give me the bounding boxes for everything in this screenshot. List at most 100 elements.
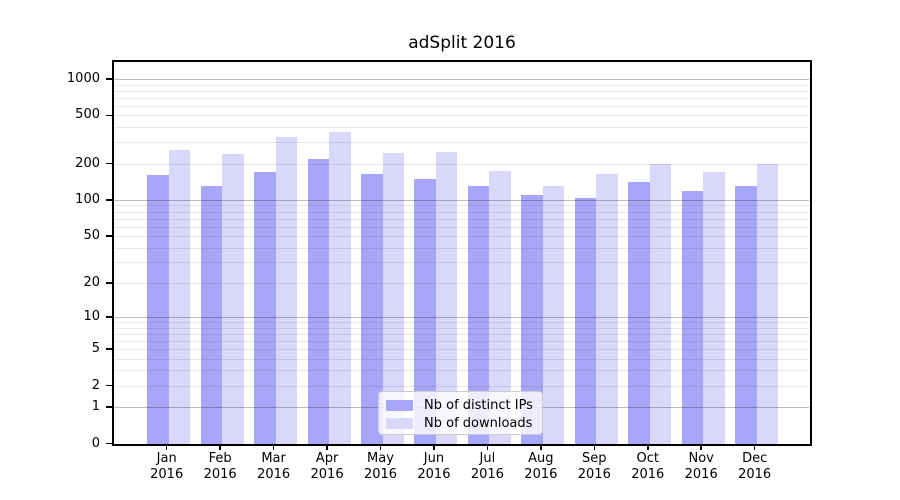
y-tick-mark bbox=[106, 316, 112, 318]
bar-distinct-ips-nov bbox=[681, 191, 704, 444]
minor-gridline bbox=[113, 385, 809, 387]
bar-downloads-jul bbox=[489, 170, 511, 444]
legend-item-distinct-ips: Nb of distinct IPs bbox=[386, 396, 542, 414]
x-tick-label-line: 2016 bbox=[203, 467, 237, 482]
bar-downloads-feb bbox=[222, 154, 244, 444]
minor-gridline bbox=[113, 370, 809, 372]
y-tick-label: 20 bbox=[83, 274, 100, 290]
bar-downloads-aug bbox=[542, 186, 565, 444]
y-tick-mark bbox=[106, 384, 112, 387]
chart-title: adSplit 2016 bbox=[408, 33, 516, 53]
x-tick-label: Aug 2016 bbox=[511, 451, 571, 483]
x-tick-label-line: 2016 bbox=[684, 467, 718, 482]
x-tick-label-line: Sep bbox=[582, 451, 607, 466]
y-tick-label: 10 bbox=[83, 308, 100, 324]
y-tick-mark bbox=[106, 406, 112, 408]
x-tick-mark bbox=[272, 444, 275, 450]
legend-item-downloads: Nb of downloads bbox=[386, 414, 542, 432]
legend-label: Nb of distinct IPs bbox=[424, 397, 533, 413]
y-tick-mark bbox=[106, 282, 112, 284]
bar-downloads-mar bbox=[275, 137, 298, 444]
minor-gridline bbox=[113, 327, 809, 329]
bar-distinct-ips-jul bbox=[467, 186, 490, 444]
x-tick-label: Apr 2016 bbox=[297, 451, 357, 483]
bar-downloads-dec bbox=[756, 163, 779, 444]
x-tick-label-line: 2016 bbox=[417, 467, 451, 482]
minor-gridline bbox=[113, 84, 809, 86]
x-tick-mark bbox=[379, 444, 382, 450]
y-tick-label: 100 bbox=[75, 191, 100, 207]
x-tick-label-line: 2016 bbox=[631, 467, 665, 482]
minor-gridline bbox=[113, 218, 809, 220]
x-tick-label-line: 2016 bbox=[524, 467, 558, 482]
x-tick-label-line: Mar bbox=[261, 451, 286, 466]
y-tick-label: 5 bbox=[91, 340, 100, 356]
x-tick-label-line: Apr bbox=[315, 451, 339, 466]
x-tick-label-line: 2016 bbox=[470, 467, 504, 482]
bar-distinct-ips-aug bbox=[521, 194, 543, 444]
y-tick-label: 1000 bbox=[66, 70, 100, 86]
minor-gridline bbox=[113, 348, 809, 350]
y-tick-mark bbox=[106, 162, 112, 165]
x-tick-label-line: Aug bbox=[528, 451, 554, 466]
x-tick-mark bbox=[433, 444, 435, 450]
bar-distinct-ips-may bbox=[361, 173, 383, 444]
x-tick-mark bbox=[165, 444, 168, 450]
y-tick-mark bbox=[106, 114, 112, 117]
x-tick-label-line: 2016 bbox=[577, 467, 611, 482]
bar-downloads-jun bbox=[435, 152, 458, 444]
x-tick-label-line: 2016 bbox=[363, 467, 398, 482]
legend-swatch-icon bbox=[386, 399, 413, 411]
y-tick-label: 2 bbox=[91, 377, 100, 393]
minor-gridline bbox=[113, 205, 809, 207]
minor-gridline bbox=[113, 163, 809, 165]
bar-distinct-ips-jun bbox=[414, 179, 436, 444]
x-tick-mark bbox=[540, 444, 542, 450]
major-gridline bbox=[113, 78, 809, 80]
x-tick-label: Dec 2016 bbox=[725, 451, 785, 483]
x-tick-label: May 2016 bbox=[351, 451, 411, 483]
minor-gridline bbox=[113, 90, 809, 92]
x-tick-label: Sep 2016 bbox=[564, 451, 624, 483]
minor-gridline bbox=[113, 105, 809, 107]
x-tick-mark bbox=[326, 444, 328, 450]
minor-gridline bbox=[113, 247, 809, 249]
x-tick-label: Jul 2016 bbox=[457, 451, 517, 483]
x-tick-label-line: 2016 bbox=[310, 467, 344, 482]
x-tick-label: Oct 2016 bbox=[618, 451, 678, 483]
bar-downloads-apr bbox=[329, 132, 351, 444]
x-tick-label: Jun 2016 bbox=[404, 451, 464, 483]
bar-downloads-nov bbox=[703, 172, 725, 444]
minor-gridline bbox=[113, 142, 809, 144]
legend-swatch-icon bbox=[386, 417, 413, 429]
bar-downloads-may bbox=[382, 153, 404, 444]
x-tick-mark bbox=[219, 444, 221, 450]
x-tick-mark bbox=[647, 444, 649, 450]
y-tick-label: 50 bbox=[83, 228, 100, 244]
x-tick-mark bbox=[486, 444, 489, 450]
bar-distinct-ips-apr bbox=[307, 158, 330, 444]
minor-gridline bbox=[113, 211, 809, 213]
minor-gridline bbox=[113, 127, 809, 129]
x-tick-label-line: Jul bbox=[479, 451, 496, 466]
bar-distinct-ips-oct bbox=[628, 182, 650, 444]
x-tick-mark bbox=[753, 444, 756, 450]
x-tick-label-line: Jan bbox=[156, 451, 177, 466]
minor-gridline bbox=[113, 115, 809, 117]
y-tick-mark bbox=[106, 442, 112, 445]
x-tick-label: Feb 2016 bbox=[190, 451, 250, 483]
major-gridline bbox=[113, 316, 809, 318]
minor-gridline bbox=[113, 226, 809, 228]
minor-gridline bbox=[113, 340, 809, 342]
major-gridline bbox=[113, 199, 809, 201]
minor-gridline bbox=[113, 236, 809, 238]
y-tick-mark bbox=[106, 199, 112, 201]
minor-gridline bbox=[113, 282, 809, 284]
x-tick-label-line: 2016 bbox=[150, 467, 184, 482]
x-tick-label: Nov 2016 bbox=[671, 451, 731, 483]
minor-gridline bbox=[113, 97, 809, 99]
x-tick-mark bbox=[593, 444, 596, 450]
bar-distinct-ips-feb bbox=[200, 186, 223, 444]
x-tick-label-line: Oct bbox=[636, 451, 659, 466]
